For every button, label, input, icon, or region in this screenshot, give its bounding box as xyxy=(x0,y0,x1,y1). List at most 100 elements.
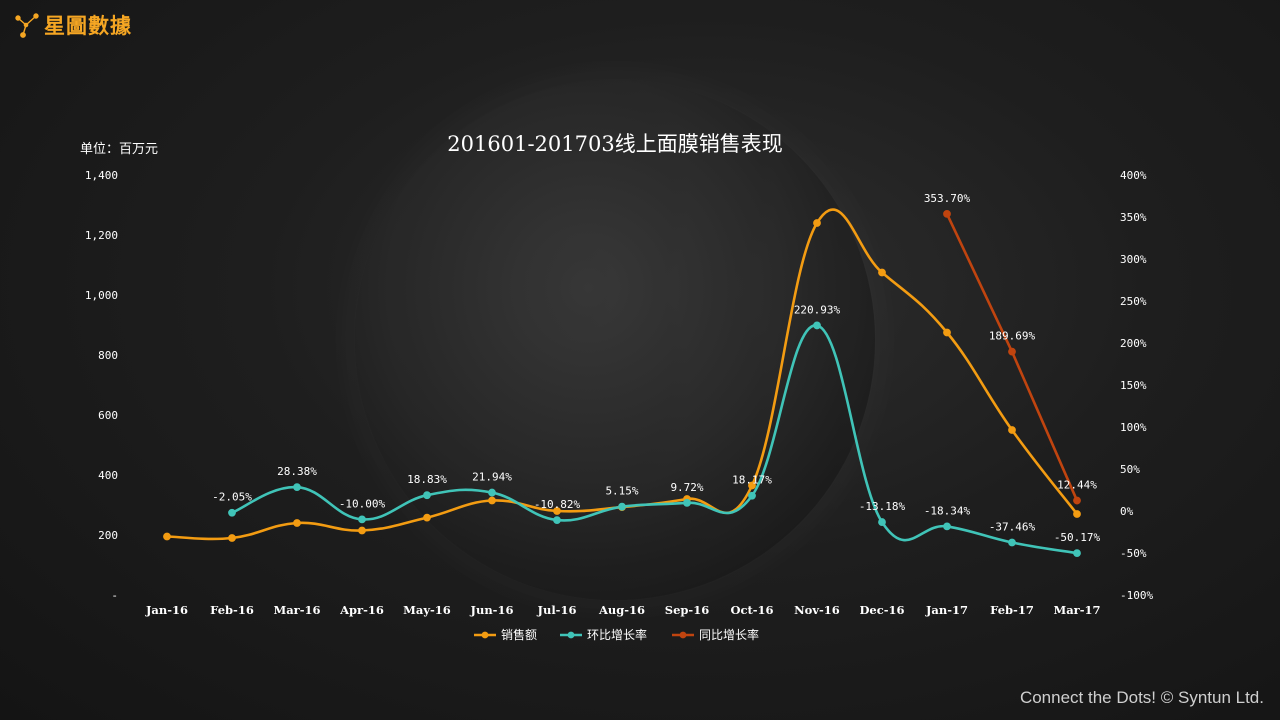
right-tick-label: 400% xyxy=(1120,169,1147,182)
point-sales xyxy=(943,328,951,337)
series-points xyxy=(163,209,1081,558)
point-mom xyxy=(423,491,431,500)
right-tick-label: 100% xyxy=(1120,421,1147,434)
data-label-mom: -10.00% xyxy=(339,497,386,510)
right-tick-label: 50% xyxy=(1120,463,1140,476)
point-sales xyxy=(163,532,171,541)
data-label-mom: 220.93% xyxy=(794,303,841,316)
x-tick-label: Mar-17 xyxy=(1053,603,1100,617)
data-label-yoy: 189.69% xyxy=(989,330,1036,343)
x-tick-label: Jan-17 xyxy=(925,603,968,617)
point-sales xyxy=(553,507,561,515)
left-axis-ticks: - 200 400 600 800 1,000 1,200 1,400 xyxy=(85,169,118,602)
chart-title: 201601-201703线上面膜销售表现 xyxy=(447,132,783,156)
series-line-mom xyxy=(231,324,1078,555)
point-mom xyxy=(683,498,691,507)
data-label-mom: -37.46% xyxy=(989,520,1036,533)
right-tick-label: 350% xyxy=(1120,211,1147,224)
left-tick-label: 1,200 xyxy=(85,229,118,242)
series-lines xyxy=(166,208,1079,555)
left-tick-label: 800 xyxy=(98,349,118,362)
point-mom xyxy=(488,488,496,497)
point-mom xyxy=(553,516,561,524)
legend-item-mom[interactable]: 环比增长率 xyxy=(560,627,647,642)
point-mom xyxy=(228,508,236,517)
data-label-mom: -18.34% xyxy=(924,504,971,517)
x-tick-label: Sep-16 xyxy=(665,603,709,617)
point-sales xyxy=(1008,426,1016,434)
point-mom xyxy=(358,515,366,524)
data-label-mom: -13.18% xyxy=(859,500,906,513)
x-tick-label: Feb-17 xyxy=(990,603,1034,617)
x-tick-label: Oct-16 xyxy=(730,603,773,617)
x-tick-label: Jan-16 xyxy=(145,603,188,617)
left-tick-label: 200 xyxy=(98,529,118,542)
legend-item-sales[interactable]: 销售额 xyxy=(474,627,537,642)
left-tick-label: 600 xyxy=(98,409,118,422)
legend-label: 环比增长率 xyxy=(587,627,647,642)
point-sales xyxy=(293,519,301,527)
data-label-yoy: 12.44% xyxy=(1057,479,1097,492)
data-label-mom: -2.05% xyxy=(212,491,252,504)
point-mom xyxy=(293,483,301,492)
x-tick-label: Jul-16 xyxy=(537,603,577,617)
right-axis-ticks: -100% -50% 0% 50% 100% 150% 200% 250% 300% 350% 40… xyxy=(1120,169,1153,602)
right-tick-label: 300% xyxy=(1120,253,1147,266)
left-tick-label: 400 xyxy=(98,469,118,482)
x-tick-label: Jun-16 xyxy=(470,603,514,617)
data-label-mom: 28.38% xyxy=(277,465,317,478)
point-mom xyxy=(1073,549,1081,558)
x-tick-label: Feb-16 xyxy=(210,603,254,617)
data-label-mom: 18.17% xyxy=(732,474,772,487)
constellation-icon xyxy=(15,13,39,38)
legend-swatch-dot xyxy=(567,631,575,639)
unit-label: 单位：百万元 xyxy=(80,142,159,157)
data-label-mom: 5.15% xyxy=(605,485,638,498)
point-mom xyxy=(943,522,951,531)
point-sales xyxy=(358,526,366,535)
point-sales xyxy=(228,534,236,542)
left-tick-label: 1,400 xyxy=(85,169,118,182)
point-yoy xyxy=(1008,347,1016,356)
x-axis-ticks: Jan-16 Feb-16 Mar-16 Apr-16 May-16 Jun-16 Jul-… xyxy=(145,603,1101,617)
legend-label: 同比增长率 xyxy=(699,627,759,642)
point-yoy xyxy=(943,209,951,218)
point-sales xyxy=(813,219,821,227)
x-tick-label: Aug-16 xyxy=(598,603,645,617)
legend-swatch-dot xyxy=(481,631,489,639)
right-tick-label: -50% xyxy=(1120,547,1147,560)
legend-swatch-dot xyxy=(679,631,687,639)
point-sales xyxy=(488,496,496,505)
footer-copyright: Connect the Dots! © Syntun Ltd. xyxy=(1019,688,1264,707)
point-mom xyxy=(1008,538,1016,547)
right-tick-label: 0% xyxy=(1120,505,1134,518)
x-tick-label: Apr-16 xyxy=(339,603,384,617)
point-sales xyxy=(1073,510,1081,518)
x-tick-label: May-16 xyxy=(403,603,451,617)
legend-label: 销售额 xyxy=(501,627,537,642)
point-mom xyxy=(813,321,821,330)
point-mom xyxy=(878,518,886,526)
point-yoy xyxy=(1073,496,1081,505)
data-label-mom: 9.72% xyxy=(670,481,703,494)
data-label-mom: -10.82% xyxy=(534,498,581,511)
brand-name: 星圖數據 xyxy=(44,14,132,38)
legend: 销售额 环比增长率 同比增长率 xyxy=(474,627,759,642)
data-label-mom: 21.94% xyxy=(472,471,512,484)
data-labels: -2.05% 28.38% -10.00% 18.83% 21.94% -10.82% 5.… xyxy=(212,192,1100,544)
left-tick-label: - xyxy=(111,589,118,602)
x-tick-label: Mar-16 xyxy=(273,603,320,617)
legend-item-yoy[interactable]: 同比增长率 xyxy=(672,627,759,642)
point-mom xyxy=(748,491,756,500)
data-label-yoy: 353.70% xyxy=(924,192,971,205)
left-tick-label: 1,000 xyxy=(85,289,118,302)
x-tick-label: Nov-16 xyxy=(794,603,840,617)
point-mom xyxy=(618,502,626,511)
right-tick-label: -100% xyxy=(1120,589,1153,602)
brand-logo: 星圖數據 xyxy=(14,8,132,42)
right-tick-label: 150% xyxy=(1120,379,1147,392)
data-label-mom: -50.17% xyxy=(1054,531,1101,544)
point-sales xyxy=(878,268,886,277)
right-tick-label: 200% xyxy=(1120,337,1147,350)
